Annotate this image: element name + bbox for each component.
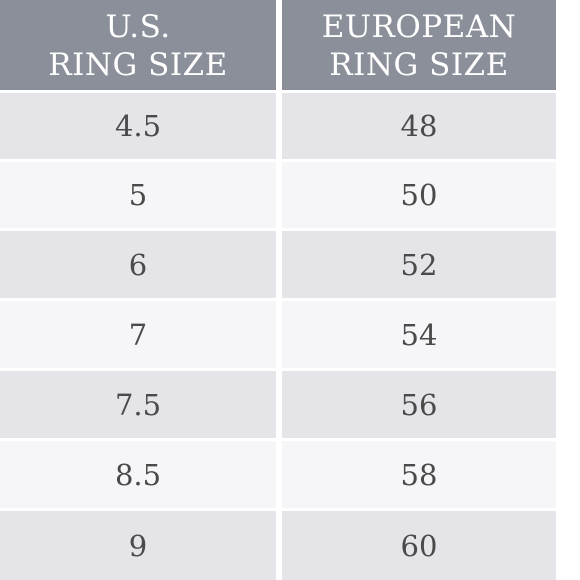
header-text: RING SIZE (329, 47, 509, 83)
us-size-cell: 7 (0, 301, 276, 368)
header-us-ring-size: U.S. RING SIZE (0, 0, 276, 90)
european-size-cell: 54 (282, 301, 556, 368)
us-size-cell: 5 (0, 162, 276, 228)
header-text: U.S. (105, 9, 171, 45)
european-size-cell: 56 (282, 371, 556, 438)
table-row: 6 52 (0, 231, 556, 298)
us-size-cell: 8.5 (0, 441, 276, 508)
us-size-cell: 9 (0, 511, 276, 580)
header-text: EUROPEAN (321, 9, 517, 45)
header-text: RING SIZE (48, 47, 228, 83)
header-european-ring-size: EUROPEAN RING SIZE (282, 0, 556, 90)
european-size-cell: 52 (282, 231, 556, 298)
european-size-cell: 50 (282, 162, 556, 228)
table-row: 8.5 58 (0, 441, 556, 508)
table-row: 7.5 56 (0, 371, 556, 438)
us-size-cell: 7.5 (0, 371, 276, 438)
ring-size-table: U.S. RING SIZE EUROPEAN RING SIZE 4.5 48… (0, 0, 556, 580)
us-size-cell: 4.5 (0, 93, 276, 159)
european-size-cell: 60 (282, 511, 556, 580)
table-row: 7 54 (0, 301, 556, 368)
us-size-cell: 6 (0, 231, 276, 298)
european-size-cell: 48 (282, 93, 556, 159)
european-size-cell: 58 (282, 441, 556, 508)
table-row: 4.5 48 (0, 93, 556, 159)
table-header-row: U.S. RING SIZE EUROPEAN RING SIZE (0, 0, 556, 90)
table-row: 9 60 (0, 511, 556, 580)
table-row: 5 50 (0, 162, 556, 228)
